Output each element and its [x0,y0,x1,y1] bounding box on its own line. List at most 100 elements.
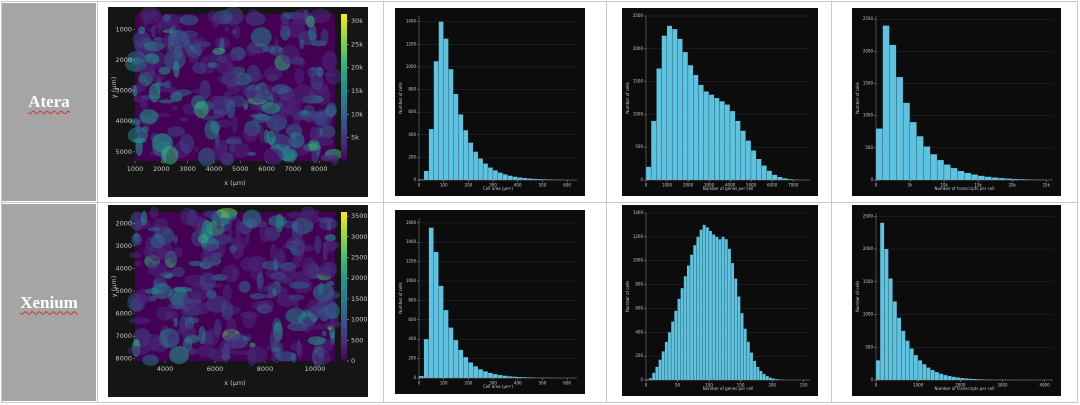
tissue-texture [293,297,299,312]
tissue-texture [280,21,290,33]
tissue-texture [252,113,270,124]
tissue-texture [167,126,185,137]
x-tick-label: 100 [440,381,448,386]
histogram-bar [428,129,434,180]
histogram-bar [984,176,992,180]
tissue-texture [138,26,146,34]
histogram-bar [728,248,731,380]
histogram-bar [730,111,736,180]
histogram-bar [493,374,498,378]
histogram-bar [483,371,488,378]
y-tick-label: 1200 [406,259,417,264]
y-axis-label: Number of cells [398,82,403,113]
y-tick-label: 1400 [406,239,417,244]
y-tick-label: 0 [640,377,643,382]
histogram-bar [731,263,735,380]
tissue-texture [148,83,161,103]
tissue-texture [164,80,172,89]
x-tick-label: 20k [1008,183,1016,188]
histogram-bar [532,178,538,180]
tissue-texture [158,66,171,75]
y-tick-label: 1000 [863,312,874,317]
tissue-texture [173,60,180,78]
row-label: Xenium [2,204,96,401]
histogram-bar [493,170,498,180]
histogram-bar [746,341,750,380]
histogram-bar [935,372,939,380]
tissue-texture [296,342,304,358]
x-tick-label: 2000 [955,383,966,388]
x-tick-label: 0 [418,381,421,386]
histogram-bar [910,122,917,180]
y-tick-label: 2000 [633,46,644,51]
histogram-bar [419,179,424,180]
tissue-texture [291,255,301,269]
tissue-texture [323,240,337,253]
tissue-texture [188,51,200,64]
tissue-texture [199,272,216,291]
x-tick-label: 600 [563,381,571,386]
histogram-bar [423,339,429,378]
tissue-texture [303,209,320,215]
tissue-texture [231,116,238,134]
histogram-bar [468,142,474,180]
x-tick-label: 6000 [207,365,224,373]
histogram-bar [939,373,944,380]
histogram-bar [443,38,449,180]
histogram-panel: 0 1000 2000 3000 4000 5000 6000 7000 0 500 1000 150… [622,8,818,196]
tissue-texture [313,350,331,366]
x-tick-label: 3000 [997,383,1008,388]
tissue-texture [197,234,209,244]
tissue-texture [265,345,274,351]
tissue-texture [128,317,151,325]
y-tick-label: 500 [635,144,643,149]
tissue-texture [166,333,180,345]
y-tick-label: 0 [870,377,873,382]
x-tick-label: 6000 [767,183,778,188]
histogram-bar [502,375,508,378]
x-tick-label: 50 [675,383,681,388]
histogram-bar [714,98,720,180]
tissue-texture [179,117,189,122]
tissue-texture [304,213,321,224]
tissue-texture [206,295,227,313]
histogram-bar [537,179,543,180]
histogram-panel: 0 5k 10k 15k 20k 25k 0 500 1000 1500 2000 2500 Numbe… [852,8,1061,196]
x-tick-label: 600 [563,183,571,188]
histogram-bar [751,150,757,180]
tissue-texture [171,105,179,111]
histogram-bar [463,357,469,378]
x-axis-label: Cell area (µm²) [483,384,514,389]
tissue-texture [156,306,174,321]
histogram-bar [888,278,893,380]
tissue-texture [201,115,219,121]
y-tick-label: 3000 [115,87,132,95]
colorbar-tick-label: 0 [351,357,355,365]
tissue-texture [204,244,216,261]
tissue-texture [319,265,332,277]
tissue-texture [133,138,147,143]
y-tick-label: 1000 [115,25,132,33]
histogram-bar [512,176,518,180]
histogram-bar [913,355,918,380]
tissue-texture [274,121,280,137]
histogram-bar [702,224,706,380]
histogram-bar [677,298,681,380]
histogram-bar [502,174,508,180]
tissue-texture [173,317,178,327]
histogram-bar [483,163,488,180]
histogram-bar [703,91,709,180]
tissue-texture [242,124,259,143]
tissue-texture [225,135,243,145]
x-tick-label: 500 [539,381,547,386]
tissue-texture [139,109,159,124]
colorbar-tick-label: 2000 [351,274,368,282]
tissue-texture [141,125,150,133]
histogram-bar [903,102,910,180]
histogram-bar [478,158,483,180]
tissue-texture [269,329,280,349]
tissue-texture [176,327,197,336]
y-tick-label: 1000 [863,113,874,118]
histogram-bar [433,61,439,180]
x-tick-label: 400 [514,381,522,386]
